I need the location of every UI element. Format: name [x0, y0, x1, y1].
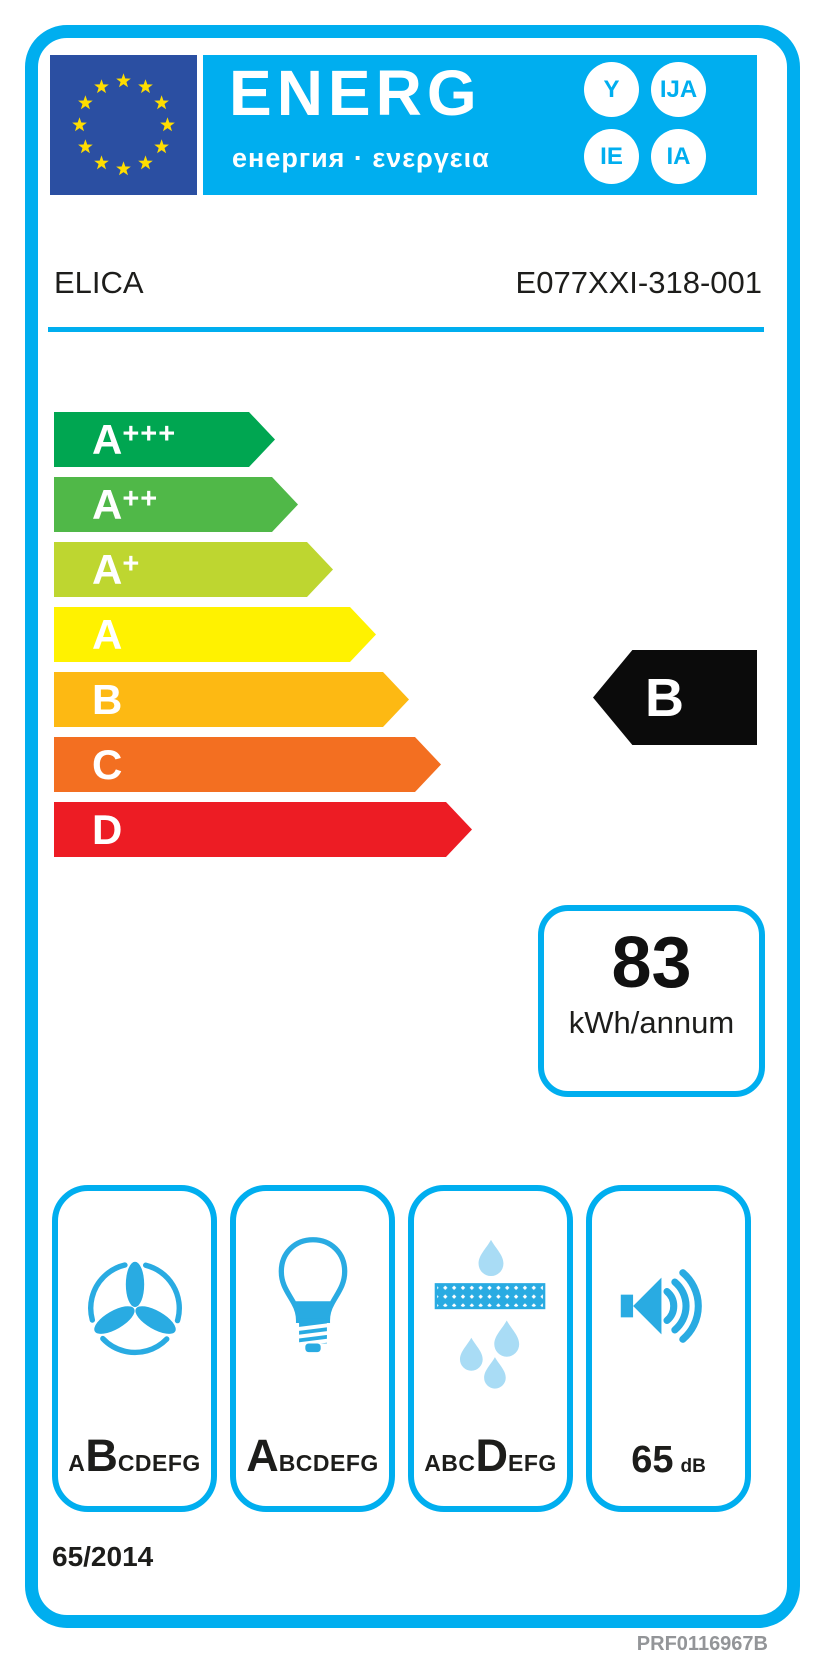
- energy-class-arrow-a-plus-plus-plus: A +++: [54, 412, 275, 467]
- brand-name: ELICA: [54, 265, 144, 300]
- energy-unit: kWh/annum: [568, 1005, 735, 1040]
- energ-text: ENERG: [229, 57, 482, 129]
- grease-filter-icon: [434, 1239, 545, 1389]
- energy-class-arrow-b: B: [54, 672, 409, 727]
- energy-class-arrow-a-plus-plus: A ++: [54, 477, 298, 532]
- energ-language-subtitle: енергия · ενεργεια: [232, 143, 490, 173]
- energy-class-arrow-a: A: [54, 607, 376, 662]
- eu-flag-icon: [50, 55, 197, 195]
- fan-icon: [87, 1261, 182, 1356]
- energ-suffix-bubble-y: Y: [584, 62, 639, 117]
- energy-class-arrow-c: C: [54, 737, 441, 792]
- energ-banner: ENERG енергия · ενεργεια Y IJA IE IA: [203, 55, 757, 195]
- current-rating-class: B: [645, 667, 684, 728]
- brand-model-row: ELICA E077XXI-318-001: [54, 262, 762, 304]
- light-bulb-icon: [278, 1237, 347, 1353]
- regulation-number: 65/2014: [52, 1541, 154, 1572]
- energ-suffix-bubble-ie: IE: [584, 129, 639, 184]
- speaker-icon: [620, 1269, 702, 1343]
- energy-value: 83: [611, 923, 692, 1003]
- fan-efficiency-box: ABCDEFG: [52, 1185, 217, 1512]
- noise-level-box: 65 dB: [586, 1185, 751, 1512]
- energy-class-arrow-a-plus: A +: [54, 542, 333, 597]
- model-number: E077XXI-318-001: [515, 265, 762, 300]
- lighting-class-letters: ABCDEFG: [246, 1430, 379, 1481]
- energy-class-arrow-d: D: [54, 802, 472, 857]
- energ-suffix-bubble-ia: IA: [651, 129, 706, 184]
- energ-suffix-bubble-ija: IJA: [651, 62, 706, 117]
- lighting-efficiency-box: ABCDEFG: [230, 1185, 395, 1512]
- noise-value-row: 65 dB: [592, 1439, 745, 1482]
- noise-unit: dB: [680, 1456, 706, 1477]
- fan-class-letters: ABCDEFG: [68, 1430, 201, 1481]
- grease-filter-efficiency-box: ABCDEFG: [408, 1185, 573, 1512]
- current-rating-arrow: B: [593, 650, 757, 745]
- noise-value: 65: [631, 1439, 674, 1481]
- annual-energy-box: 83 kWh/annum: [538, 905, 765, 1097]
- separator-line: [48, 327, 764, 332]
- document-reference-code: PRF0116967B: [636, 1633, 768, 1655]
- filter-class-letters: ABCDEFG: [424, 1430, 557, 1481]
